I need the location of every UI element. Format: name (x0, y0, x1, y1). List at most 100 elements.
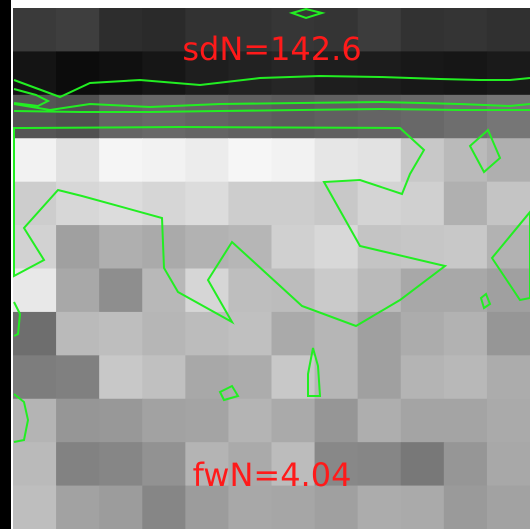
image-pixel (271, 268, 316, 313)
image-pixel (400, 485, 445, 529)
image-pixel (56, 355, 100, 400)
image-pixel (185, 181, 230, 226)
image-pixel (357, 485, 402, 529)
contour-overlay (13, 7, 530, 443)
image-pixel (228, 485, 273, 529)
image-pixel (443, 398, 488, 443)
image-pixel (99, 398, 143, 443)
image-pixel (56, 8, 100, 53)
image-pixel (99, 225, 143, 270)
image-pixel (443, 268, 488, 313)
image-pixel (142, 8, 186, 53)
contour-line (13, 301, 22, 337)
image-pixel (185, 8, 230, 53)
image-pixel (314, 51, 359, 96)
image-pixel (271, 442, 316, 487)
image-pixel (99, 181, 143, 226)
contour-line (13, 393, 30, 443)
image-pixel (228, 8, 273, 53)
image-pixel (400, 398, 445, 443)
image-pixel (443, 138, 488, 183)
image-pixel (142, 442, 186, 487)
image-pixel (314, 138, 359, 183)
image-pixel (142, 398, 186, 443)
image-pixel (357, 355, 402, 400)
contour-line (218, 384, 240, 402)
image-pixel (142, 51, 186, 96)
image-pixel (486, 225, 530, 270)
image-pixel (99, 485, 143, 529)
image-pixel (13, 138, 57, 183)
contour-line (13, 125, 448, 328)
image-pixel (228, 311, 273, 356)
contour-line (13, 100, 530, 112)
image-pixel (56, 225, 100, 270)
image-pixel (486, 8, 530, 53)
image-pixel (185, 442, 230, 487)
image-pixel (271, 181, 316, 226)
image-pixel (357, 181, 402, 226)
image-pixel (443, 485, 488, 529)
image-pixel (13, 398, 57, 443)
image-pixel (314, 8, 359, 53)
image-pixel (486, 268, 530, 313)
image-pixel (185, 355, 230, 400)
left-frame-bar (0, 0, 11, 529)
image-pixel (228, 398, 273, 443)
image-pixel (314, 398, 359, 443)
image-pixel (56, 268, 100, 313)
image-pixel (486, 398, 530, 443)
image-pixel (13, 8, 57, 53)
image-pixel (56, 398, 100, 443)
image-pixel (142, 485, 186, 529)
image-pixel (142, 311, 186, 356)
image-pixel (185, 311, 230, 356)
image-pixel (99, 311, 143, 356)
image-pixel (185, 398, 230, 443)
image-pixel (486, 485, 530, 529)
image-pixel (142, 138, 186, 183)
image-pixel (443, 94, 488, 139)
image-pixel (13, 181, 57, 226)
image-pixel (486, 51, 530, 96)
image-pixel (228, 181, 273, 226)
image-pixel (400, 138, 445, 183)
image-pixel (486, 181, 530, 226)
image-pixel (443, 181, 488, 226)
image-pixel (400, 181, 445, 226)
image-pixel (314, 442, 359, 487)
image-pixel (400, 311, 445, 356)
image-pixel (486, 442, 530, 487)
image-pixel (357, 442, 402, 487)
image-pixel (13, 355, 57, 400)
image-pixel (99, 94, 143, 139)
image-pixel (486, 94, 530, 139)
image-pixel (56, 138, 100, 183)
image-pixel (142, 355, 186, 400)
image-pixel (271, 8, 316, 53)
image-pixel (13, 51, 57, 96)
image-pixel (228, 138, 273, 183)
contour-line (13, 74, 530, 99)
contour-line (288, 7, 326, 20)
image-pixel (142, 181, 186, 226)
top-label: sdN=142.6 (182, 30, 361, 68)
contour-line (13, 88, 51, 108)
image-pixel (443, 8, 488, 53)
image-pixel (228, 94, 273, 139)
image-pixel (228, 268, 273, 313)
image-pixel (357, 311, 402, 356)
image-pixel (228, 51, 273, 96)
image-pixel (400, 355, 445, 400)
image-pixel (13, 94, 57, 139)
image-pixel (357, 138, 402, 183)
image-pixel (400, 94, 445, 139)
image-pixel (99, 442, 143, 487)
image-pixel (443, 51, 488, 96)
image-pixel (271, 94, 316, 139)
image-pixel (99, 51, 143, 96)
image-pixel (185, 225, 230, 270)
image-pixel (99, 138, 143, 183)
image-pixel (271, 311, 316, 356)
